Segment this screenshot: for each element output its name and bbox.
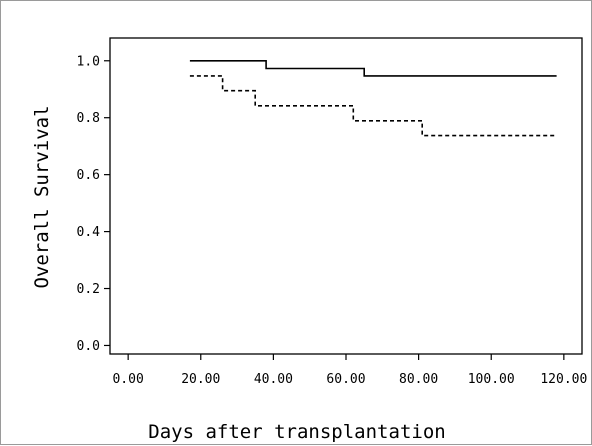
y-axis-title: Overall Survival bbox=[31, 105, 53, 288]
series-layer bbox=[189, 60, 557, 137]
x-tick-label: 80.00 bbox=[399, 372, 438, 387]
x-tick-label: 40.00 bbox=[254, 372, 293, 387]
y-tick-label: 0.8 bbox=[77, 111, 100, 126]
x-tick-label: 100.00 bbox=[468, 372, 515, 387]
y-tick-label: 0.4 bbox=[77, 225, 101, 240]
series-dashed-line bbox=[189, 75, 557, 137]
y-tick-label: 0.2 bbox=[77, 282, 100, 297]
y-tick-label: 1.0 bbox=[77, 54, 100, 69]
series-solid-line bbox=[189, 60, 557, 77]
x-axis-title: Days after transplantation bbox=[148, 421, 445, 443]
y-tick-label: 0.6 bbox=[77, 168, 100, 183]
x-tick-label: 20.00 bbox=[181, 372, 220, 387]
plot-area bbox=[109, 37, 583, 355]
x-tick-label: 60.00 bbox=[326, 372, 365, 387]
x-tick-label: 0.00 bbox=[112, 372, 143, 387]
x-tick-label: 120.00 bbox=[540, 372, 587, 387]
y-tick-label: 0.0 bbox=[77, 339, 100, 354]
y-axis: 0.0 0.2 0.4 0.6 0.8 1.0 bbox=[77, 54, 110, 354]
x-axis: 0.00 20.00 40.00 60.00 80.00 100.00 120.00 bbox=[112, 354, 587, 387]
